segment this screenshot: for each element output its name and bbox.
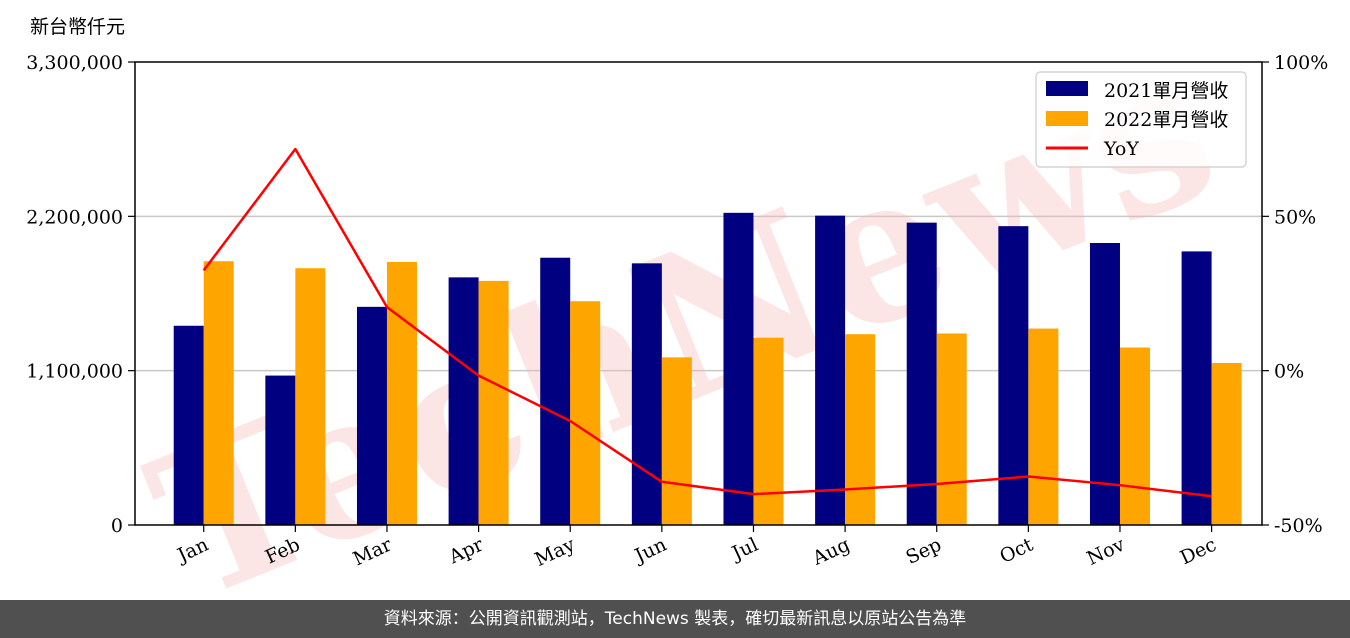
x-tick-label: Oct <box>996 533 1036 567</box>
bar-2021 <box>540 257 571 525</box>
left-tick-label: 3,300,000 <box>26 52 123 74</box>
plot-frame <box>134 61 1263 526</box>
left-axis-unit-label: 新台幣仟元 <box>30 16 125 38</box>
bar-2021 <box>173 325 204 525</box>
x-tick-label: Jun <box>630 534 670 568</box>
bar-2021 <box>998 226 1029 525</box>
x-tick-label: Dec <box>1177 534 1220 570</box>
x-tick-label: May <box>531 533 578 571</box>
left-tick-label: 1,100,000 <box>26 361 123 383</box>
legend-box <box>1035 71 1247 168</box>
bar-2022 <box>1119 347 1150 525</box>
footer-source-note: 資料來源：公開資訊觀測站，TechNews 製表，確切最新訊息以原站公告為準 <box>0 600 1350 638</box>
bar-2021 <box>356 306 387 525</box>
bar-2022 <box>1028 328 1059 525</box>
bar-2022 <box>1211 362 1242 525</box>
bar-2021 <box>1181 251 1212 525</box>
bar-2022 <box>936 333 967 525</box>
bar-2021 <box>448 277 479 525</box>
right-tick-label: 100% <box>1274 52 1328 74</box>
left-tick-label: 2,200,000 <box>26 206 123 228</box>
bar-2022 <box>753 337 784 525</box>
bar-2022 <box>386 261 417 525</box>
yoy-line <box>202 147 1212 498</box>
bar-2022 <box>295 268 326 525</box>
bar-2022 <box>661 357 692 525</box>
x-tick-label: Nov <box>1084 533 1129 569</box>
legend-swatch-2022 <box>1046 111 1088 126</box>
bar-2021 <box>906 222 937 525</box>
legend-label-2022: 2022單月營收 <box>1104 109 1228 131</box>
bar-2022 <box>203 261 234 525</box>
chart-svg: TechNews01,100,0002,200,0003,300,000-50%… <box>26 11 1328 638</box>
legend-label-2021: 2021單月營收 <box>1104 80 1228 102</box>
left-tick-label: 0 <box>111 515 123 537</box>
legend-label-yoy: YoY <box>1103 138 1139 160</box>
right-tick-label: 0% <box>1274 361 1304 383</box>
x-tick-label: Aug <box>808 534 853 570</box>
bar-2021 <box>815 215 846 525</box>
bar-2021 <box>1089 242 1120 525</box>
bar-2021 <box>723 212 754 526</box>
bar-2022 <box>845 334 876 525</box>
bar-2021 <box>265 375 296 525</box>
bar-2021 <box>631 263 662 525</box>
bar-2022 <box>570 301 601 525</box>
x-tick-label: Sep <box>903 534 945 569</box>
bar-2022 <box>478 280 509 525</box>
chart: TechNews 0 1,100,000 2,200,000 3,300,000 -50%… <box>26 11 1328 638</box>
right-tick-label: -50% <box>1274 515 1323 537</box>
x-tick-label: Jul <box>727 534 762 566</box>
right-tick-label: 50% <box>1274 206 1316 228</box>
legend-swatch-2021 <box>1046 81 1088 96</box>
